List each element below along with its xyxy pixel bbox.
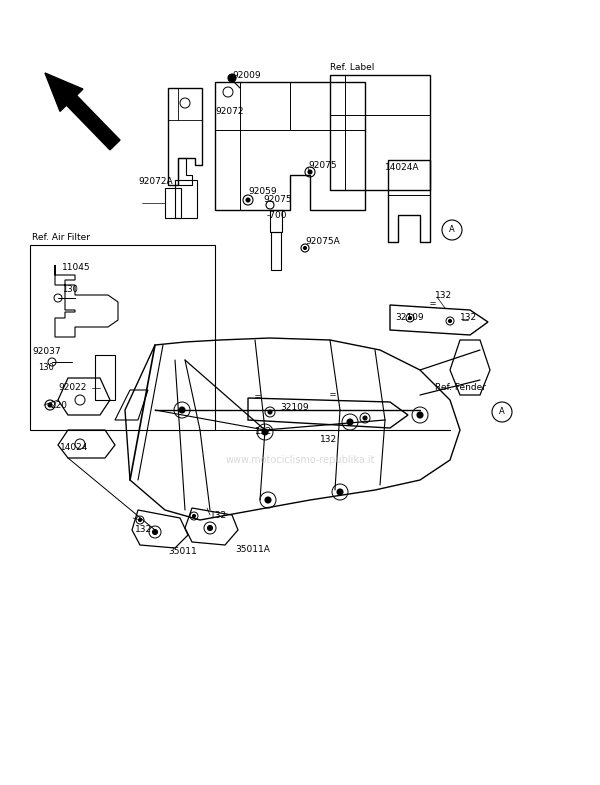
Text: A: A: [499, 407, 505, 417]
Bar: [95, 355, 115, 400]
Text: 132: 132: [460, 313, 477, 323]
Circle shape: [363, 416, 367, 420]
Text: 92072A: 92072A: [138, 177, 173, 187]
Circle shape: [337, 489, 343, 495]
Text: 11045: 11045: [62, 264, 91, 272]
Circle shape: [139, 519, 142, 521]
Text: 92075A: 92075A: [305, 238, 340, 246]
Circle shape: [228, 74, 236, 82]
Circle shape: [449, 319, 452, 323]
Text: 35011A: 35011A: [235, 546, 270, 554]
Circle shape: [179, 407, 185, 413]
Text: 132: 132: [320, 436, 337, 444]
Circle shape: [246, 198, 250, 202]
Text: 35011: 35011: [168, 547, 197, 557]
Text: A: A: [449, 225, 455, 235]
Text: -700: -700: [267, 210, 287, 220]
FancyArrow shape: [45, 73, 120, 150]
Text: 92072: 92072: [215, 108, 244, 116]
Circle shape: [304, 246, 307, 250]
Text: 92059: 92059: [248, 188, 277, 196]
Text: 132: 132: [135, 525, 152, 535]
Text: 92037: 92037: [32, 348, 61, 356]
Text: 32109: 32109: [280, 403, 308, 412]
Text: Ref. Air Filter: Ref. Air Filter: [32, 233, 90, 243]
Circle shape: [268, 410, 272, 414]
Text: 92022: 92022: [58, 384, 86, 392]
Text: 92075: 92075: [263, 195, 292, 205]
Circle shape: [347, 419, 353, 425]
Text: 92009: 92009: [232, 71, 260, 81]
Bar: [330, 75, 430, 190]
Text: Ref. Label: Ref. Label: [330, 64, 374, 72]
Circle shape: [262, 429, 268, 435]
Text: 130: 130: [38, 363, 54, 373]
Text: 130: 130: [62, 286, 78, 294]
Text: 132: 132: [435, 290, 452, 300]
Text: 220: 220: [50, 400, 67, 410]
Text: 14024A: 14024A: [385, 163, 419, 173]
Text: 92075: 92075: [308, 160, 337, 170]
Circle shape: [265, 497, 271, 503]
Bar: [270, 210, 282, 232]
Text: 132: 132: [255, 428, 272, 436]
Text: 32109: 32109: [395, 313, 424, 323]
Circle shape: [417, 412, 423, 418]
Circle shape: [308, 170, 312, 174]
Circle shape: [48, 403, 52, 407]
Bar: [271, 232, 281, 270]
Bar: [165, 188, 181, 218]
Text: Ref. Fender: Ref. Fender: [435, 384, 486, 392]
Circle shape: [208, 525, 212, 531]
Text: 14024: 14024: [60, 444, 88, 452]
Bar: [175, 180, 197, 218]
Circle shape: [152, 530, 157, 535]
Text: www.motociclismo-republika.it: www.motociclismo-republika.it: [225, 455, 375, 465]
Text: 132: 132: [210, 510, 227, 520]
Bar: [30, 245, 215, 430]
Circle shape: [193, 514, 196, 517]
Circle shape: [409, 316, 412, 319]
